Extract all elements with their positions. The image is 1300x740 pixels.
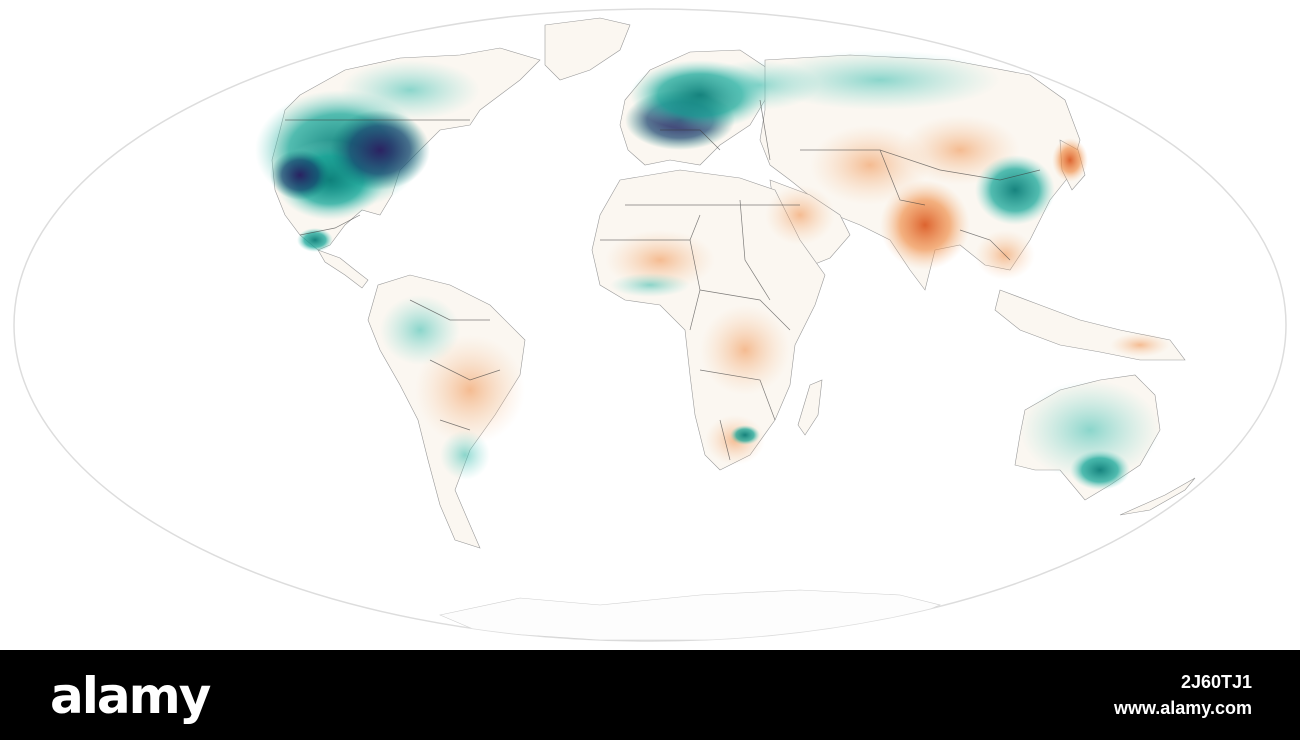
- world-map: [13, 8, 1287, 642]
- image-id-label: 2J60TJ1: [1180, 672, 1252, 692]
- landmass-antarctica: [439, 589, 941, 641]
- landmass-greenland: [544, 17, 631, 81]
- alamy-logo: alamy: [50, 667, 211, 725]
- site-url-label: www.alamy.com: [1113, 698, 1252, 718]
- change-shading: [255, 50, 1170, 490]
- watermark-bar: alamy 2J60TJ1 www.alamy.com: [0, 650, 1300, 740]
- landmass-central-america: [317, 249, 369, 289]
- world-map-svg: [13, 8, 1287, 642]
- landmass-madagascar: [797, 379, 823, 436]
- country-borders: [285, 99, 1041, 461]
- landmass-new-zealand: [1119, 477, 1196, 516]
